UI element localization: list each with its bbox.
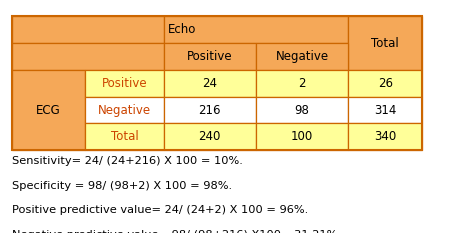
Bar (164, 123, 256, 150)
Text: Negative: Negative (98, 104, 151, 116)
Text: ECG: ECG (36, 104, 61, 116)
Text: Total: Total (371, 37, 399, 50)
Bar (12, 43, 164, 70)
Bar (256, 97, 348, 123)
Bar (348, 123, 422, 150)
Text: 26: 26 (378, 77, 392, 90)
Bar (348, 16, 422, 70)
Text: Total: Total (110, 130, 138, 143)
Text: 100: 100 (291, 130, 313, 143)
Text: 24: 24 (202, 77, 217, 90)
Text: Specificity = 98/ (98+2) X 100 = 98%.: Specificity = 98/ (98+2) X 100 = 98%. (12, 181, 232, 191)
Bar (85, 97, 164, 123)
Text: Negative: Negative (275, 50, 329, 63)
Bar (348, 97, 422, 123)
Text: 240: 240 (199, 130, 221, 143)
Text: 314: 314 (374, 104, 396, 116)
Bar (256, 43, 348, 70)
Bar (256, 123, 348, 150)
Bar (85, 70, 164, 97)
Text: 98: 98 (295, 104, 310, 116)
Bar (164, 43, 256, 70)
Text: Echo: Echo (168, 23, 197, 36)
Bar (256, 70, 348, 97)
Text: Negative predictive value= 98/ (98+216) X100= 31.21%.: Negative predictive value= 98/ (98+216) … (12, 230, 341, 233)
Text: Positive: Positive (101, 77, 147, 90)
Text: 216: 216 (199, 104, 221, 116)
Bar (348, 70, 422, 97)
Text: Positive predictive value= 24/ (24+2) X 100 = 96%.: Positive predictive value= 24/ (24+2) X … (12, 205, 308, 215)
Bar (164, 16, 348, 43)
Text: Sensitivity= 24/ (24+216) X 100 = 10%.: Sensitivity= 24/ (24+216) X 100 = 10%. (12, 156, 243, 166)
Bar (12, 16, 422, 150)
Bar (164, 97, 256, 123)
Bar (85, 123, 164, 150)
Text: 340: 340 (374, 130, 396, 143)
Text: Positive: Positive (187, 50, 233, 63)
Bar (12, 70, 85, 150)
Bar (12, 16, 164, 43)
Bar (164, 70, 256, 97)
Text: 2: 2 (299, 77, 306, 90)
